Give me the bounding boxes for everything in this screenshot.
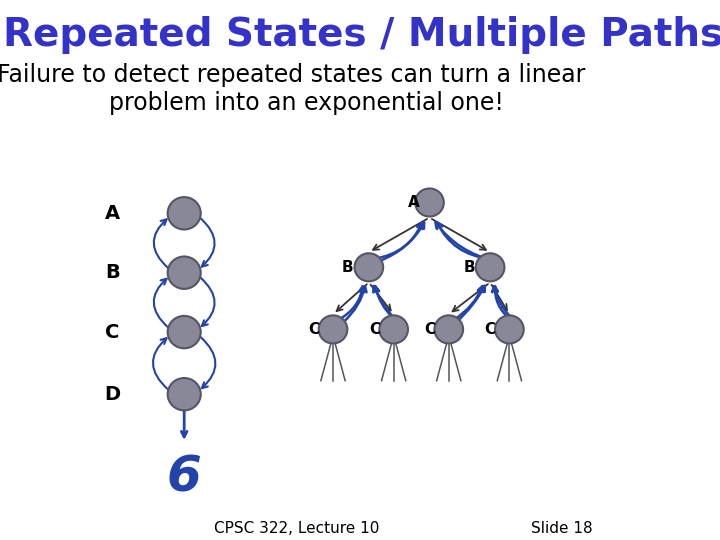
Text: B: B [342, 260, 354, 275]
Text: A: A [408, 195, 420, 210]
Text: C: C [308, 322, 319, 337]
Circle shape [434, 315, 463, 343]
Circle shape [354, 253, 383, 281]
Circle shape [168, 316, 201, 348]
Text: B: B [105, 263, 120, 282]
Circle shape [495, 315, 523, 343]
Text: 6: 6 [167, 454, 202, 502]
Text: C: C [485, 322, 495, 337]
Circle shape [319, 315, 347, 343]
Circle shape [168, 256, 201, 289]
Text: A: A [105, 204, 120, 223]
Text: C: C [424, 322, 435, 337]
Text: C: C [105, 322, 120, 342]
Circle shape [168, 197, 201, 230]
Text: Repeated States / Multiple Paths: Repeated States / Multiple Paths [4, 16, 720, 54]
Circle shape [379, 315, 408, 343]
Circle shape [476, 253, 505, 281]
Text: C: C [369, 322, 380, 337]
Text: B: B [464, 260, 475, 275]
Text: D: D [104, 384, 120, 404]
Circle shape [415, 188, 444, 217]
Circle shape [168, 378, 201, 410]
Text: CPSC 322, Lecture 10: CPSC 322, Lecture 10 [215, 521, 380, 536]
Text: Failure to detect repeated states can turn a linear
    problem into an exponent: Failure to detect repeated states can tu… [0, 63, 586, 115]
Text: Slide 18: Slide 18 [531, 521, 593, 536]
